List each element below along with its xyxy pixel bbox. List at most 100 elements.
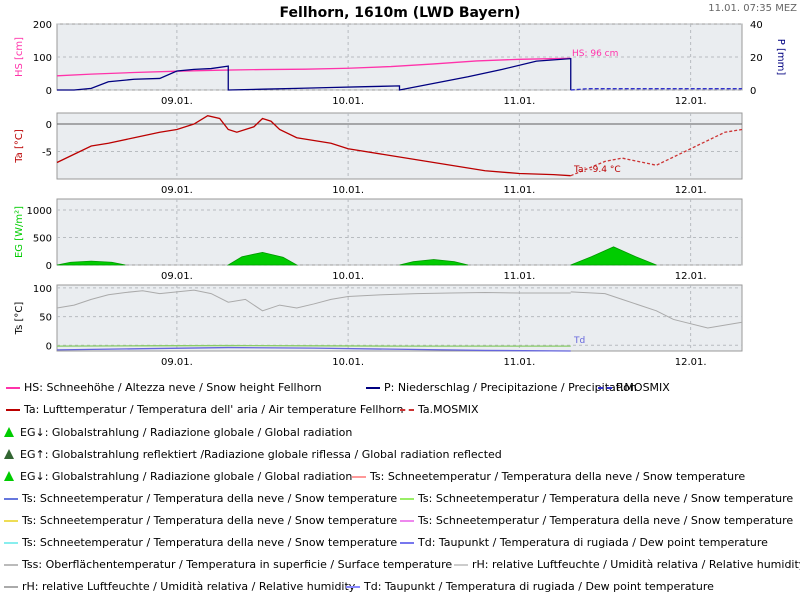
legend-dashed-line-icon — [598, 382, 612, 392]
legend-item-rh-1: rH: relative Luftfeuchte / Umidità relat… — [454, 555, 800, 573]
y-tick-label: -5 — [42, 148, 52, 159]
legend-item-ts-4: Ts: Schneetemperatur / Temperatura della… — [4, 511, 397, 529]
legend-label: Tss: Oberflächentemperatur / Temperatura… — [22, 557, 453, 571]
legend-line-icon — [346, 581, 360, 591]
y-tick-label: 200 — [33, 20, 52, 31]
plot-frame — [56, 198, 743, 266]
y-tick-label: 50 — [39, 313, 52, 324]
y-tick-label: 0 — [46, 86, 52, 97]
y-tick-label: 1000 — [27, 206, 52, 217]
ta-mosmix-line — [570, 128, 743, 177]
legend-line-icon — [400, 493, 414, 503]
legend-label: P.MOSMIX — [616, 380, 670, 394]
x-tick-label: 12.01. — [675, 96, 707, 107]
legend-line-icon — [6, 404, 20, 414]
y-tick-label: 100 — [33, 53, 52, 64]
legend-item-ts-6: Ts: Schneetemperatur / Temperatura della… — [4, 533, 397, 551]
legend: HS: Schneehöhe / Altezza neve / Snow hei… — [0, 378, 800, 600]
legend-label: P: Niederschlag / Precipitazione / Preci… — [384, 380, 637, 394]
legend-line-icon — [400, 537, 414, 547]
x-tick-label: 12.01. — [675, 357, 707, 368]
legend-label: HS: Schneehöhe / Altezza neve / Snow hei… — [24, 380, 322, 394]
x-tick-label: 10.01. — [332, 96, 364, 107]
legend-label: Td: Taupunkt / Temperatura di rugiada / … — [418, 535, 768, 549]
annotation-label: Ta: -9.4 °C — [573, 165, 621, 175]
legend-item-rh-2: rH: relative Luftfeuchte / Umidità relat… — [4, 577, 355, 595]
radiation-area — [570, 246, 657, 266]
legend-line-icon — [454, 559, 468, 569]
legend-line-icon — [4, 537, 18, 547]
timestamp: 11.01. 07:35 MEZ — [708, 3, 797, 14]
y-tick-label: 100 — [33, 284, 52, 295]
legend-label: Ts: Schneetemperatur / Temperatura della… — [22, 535, 398, 549]
x-tick-label: 11.01. — [503, 96, 535, 107]
y-tick-label: 500 — [33, 234, 52, 245]
y-axis-label: HS [cm] — [14, 37, 25, 77]
legend-line-icon — [6, 382, 20, 392]
annotation-label: HS: 96 cm — [572, 49, 618, 59]
annotation-label: Td — [573, 336, 585, 346]
legend-label: EG↑: Globalstrahlung reflektiert /Radiaz… — [20, 447, 502, 461]
legend-label: rH: relative Luftfeuchte / Umidità relat… — [22, 579, 356, 593]
x-tick-label: 09.01. — [161, 96, 193, 107]
legend-item-ts-1: Ts: Schneetemperatur / Temperatura della… — [352, 467, 745, 485]
x-tick-label: 10.01. — [332, 185, 364, 196]
legend-item-ts-3: Ts: Schneetemperatur / Temperatura della… — [400, 489, 793, 507]
y-axis-label: Ta [°C] — [14, 129, 25, 164]
legend-item-ta: Ta: Lufttemperatur / Temperatura dell' a… — [6, 400, 403, 418]
legend-item-hs: HS: Schneehöhe / Altezza neve / Snow hei… — [6, 378, 322, 396]
legend-item-eg-up: EG↑: Globalstrahlung reflektiert /Radiaz… — [4, 445, 502, 463]
ts-line — [56, 344, 571, 347]
x-tick-label: 11.01. — [503, 271, 535, 282]
radiation-area — [56, 260, 126, 266]
legend-label: Ts: Schneetemperatur / Temperatura della… — [22, 513, 398, 527]
legend-item-tss: Tss: Oberflächentemperatur / Temperatura… — [4, 555, 452, 573]
y-tick-label-right: 40 — [750, 20, 763, 31]
legend-label: rH: relative Luftfeuchte / Umidità relat… — [472, 557, 800, 571]
legend-line-icon — [4, 493, 18, 503]
x-tick-label: 09.01. — [161, 271, 193, 282]
legend-label: Ts: Schneetemperatur / Temperatura della… — [418, 491, 794, 505]
y-tick-label: 0 — [46, 120, 52, 131]
legend-line-icon — [400, 515, 414, 525]
y-axis-label: EG [W/m²] — [14, 206, 25, 258]
legend-item-td-1: Td: Taupunkt / Temperatura di rugiada / … — [400, 533, 768, 551]
legend-item-ta-mosmix: Ta.MOSMIX — [400, 400, 479, 418]
legend-triangle-icon — [4, 471, 16, 481]
x-tick-label: 10.01. — [332, 271, 364, 282]
chart-area: Fellhorn, 1610m (LWD Bayern) 11.01. 07:3… — [14, 3, 797, 368]
x-tick-label: 11.01. — [503, 185, 535, 196]
legend-label: Ta: Lufttemperatur / Temperatura dell' a… — [24, 402, 404, 416]
legend-dashed-line-icon — [400, 404, 414, 414]
legend-label: Ta.MOSMIX — [418, 402, 479, 416]
y-axis-label-right: P [mm] — [775, 39, 786, 76]
legend-label: Ts: Schneetemperatur / Temperatura della… — [418, 513, 794, 527]
legend-item-td-2: Td: Taupunkt / Temperatura di rugiada / … — [346, 577, 714, 595]
plot-frame — [56, 284, 743, 352]
legend-label: Ts: Schneetemperatur / Temperatura della… — [370, 469, 746, 483]
legend-line-icon — [4, 581, 18, 591]
legend-line-icon — [366, 382, 380, 392]
radiation-area — [226, 251, 299, 266]
legend-line-icon — [352, 471, 366, 481]
x-tick-label: 12.01. — [675, 185, 707, 196]
y-axis-label: Ts [°C] — [14, 302, 25, 336]
x-tick-label: 10.01. — [332, 357, 364, 368]
legend-label: EG↓: Globalstrahlung / Radiazione global… — [20, 425, 353, 439]
legend-item-ts-5: Ts: Schneetemperatur / Temperatura della… — [400, 511, 793, 529]
rh-line — [56, 289, 571, 312]
legend-label: Ts: Schneetemperatur / Temperatura della… — [22, 491, 398, 505]
y-tick-label-right: 0 — [750, 86, 756, 97]
legend-item-p-mosmix: P.MOSMIX — [598, 378, 670, 396]
legend-item-ts-2: Ts: Schneetemperatur / Temperatura della… — [4, 489, 397, 507]
radiation-area — [399, 259, 469, 266]
precip-line — [57, 57, 572, 91]
y-tick-label: 0 — [46, 341, 52, 352]
legend-triangle-icon — [4, 449, 16, 459]
legend-item-eg-down: EG↓: Globalstrahlung / Radiazione global… — [4, 423, 352, 441]
y-tick-label: 0 — [46, 261, 52, 272]
y-tick-label-right: 20 — [750, 53, 763, 64]
x-tick-label: 12.01. — [675, 271, 707, 282]
legend-triangle-icon — [4, 427, 16, 437]
legend-label: EG↓: Globalstrahlung / Radiazione global… — [20, 469, 353, 483]
